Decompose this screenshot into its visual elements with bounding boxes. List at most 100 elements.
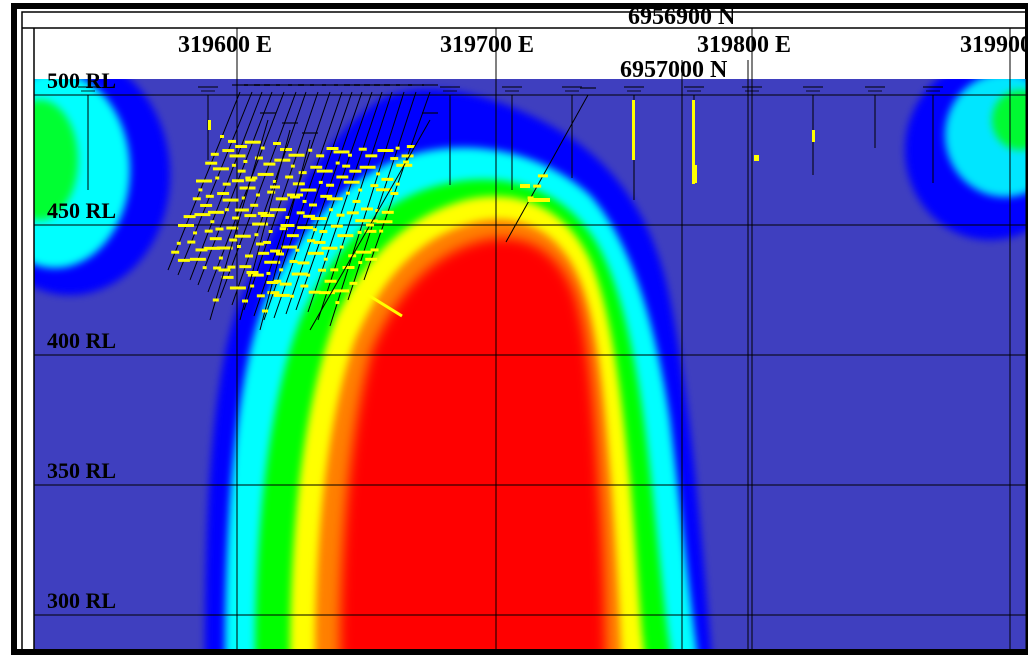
- assay-interval: [330, 224, 343, 228]
- rl-label-450: 450 RL: [47, 198, 116, 223]
- assay-interval: [333, 150, 350, 154]
- assay-interval: [307, 251, 324, 255]
- assay-interval: [335, 301, 340, 305]
- collar-label: [926, 90, 940, 92]
- assay-interval: [333, 289, 350, 293]
- assay-interval: [280, 148, 293, 152]
- assay-interval: [229, 154, 246, 158]
- collar-label: [282, 122, 298, 124]
- left-anomaly: [34, 79, 170, 295]
- assay-interval: [401, 154, 414, 158]
- assay-interval: [345, 191, 350, 195]
- assay-interval: [270, 249, 283, 253]
- assay-interval: [222, 198, 239, 202]
- drill-trace: [259, 139, 311, 331]
- assay-interval: [241, 196, 246, 200]
- assay-interval: [252, 222, 269, 226]
- assay-interval: [375, 209, 380, 213]
- assay-interval: [220, 135, 224, 138]
- assay-interval: [254, 156, 263, 160]
- collar-label: [244, 84, 260, 86]
- easting-label-319600: 319600 E: [178, 32, 272, 58]
- assay-interval: [246, 271, 259, 274]
- assay-interval: [377, 149, 394, 152]
- assay-interval: [318, 268, 327, 272]
- assay-interval: [370, 248, 379, 252]
- assay-interval: [693, 165, 697, 183]
- northing-label-6957000: 6957000 N: [620, 57, 728, 83]
- rl-labels: 500 RL 450 RL 400 RL 350 RL 300 RL: [47, 68, 116, 613]
- assay-interval: [231, 179, 244, 183]
- drill-hole: [307, 84, 390, 313]
- drill-trace: [197, 91, 273, 286]
- assay-interval: [395, 146, 400, 150]
- assay-interval: [270, 208, 287, 212]
- assay-interval: [212, 298, 219, 302]
- assay-interval: [319, 230, 328, 234]
- assay-interval: [318, 291, 335, 295]
- drill-hole: [273, 84, 360, 319]
- assay-interval: [343, 180, 360, 184]
- assay-interval: [528, 198, 550, 202]
- assay-interval: [221, 275, 234, 279]
- assay-interval: [244, 214, 257, 218]
- assay-interval: [376, 220, 393, 224]
- drill-hole: [317, 84, 400, 321]
- drill-trace: [239, 129, 291, 321]
- assay-interval: [280, 224, 295, 227]
- collar-label: [396, 84, 412, 86]
- assay-interval: [326, 147, 339, 150]
- easting-label-319900: 319900 E: [960, 32, 1028, 58]
- assay-interval: [193, 231, 198, 235]
- assay-interval: [381, 177, 394, 181]
- drill-hole: [209, 112, 276, 321]
- drill-trace: [307, 91, 383, 313]
- collar-label: [440, 86, 460, 88]
- collar-label: [334, 84, 350, 86]
- drill-hole: [259, 132, 318, 331]
- easting-label-319700: 319700 E: [440, 32, 534, 58]
- assay-interval: [358, 147, 367, 151]
- assay-interval: [336, 213, 345, 217]
- assay-interval: [369, 219, 378, 223]
- drill-hole: [309, 112, 438, 331]
- assay-interval: [364, 229, 377, 233]
- assay-interval: [328, 208, 333, 212]
- assay-interval: [358, 261, 363, 265]
- assay-interval: [290, 195, 300, 199]
- assay-interval: [256, 242, 264, 246]
- assay-interval: [355, 219, 372, 223]
- drill-hole: [329, 84, 412, 327]
- assay-interval: [318, 180, 323, 184]
- assay-interval: [204, 246, 221, 250]
- assay-interval: [215, 227, 224, 231]
- drill-hole: [239, 122, 298, 321]
- collar-label: [422, 84, 438, 86]
- assay-interval: [337, 234, 354, 238]
- assay-interval: [227, 265, 236, 269]
- assay-interval: [178, 224, 194, 227]
- assay-interval: [260, 214, 275, 217]
- drill-trace: [209, 119, 269, 321]
- assay-interval: [279, 282, 292, 286]
- assay-interval: [395, 182, 400, 186]
- assay-interval: [321, 246, 338, 250]
- assay-interval: [257, 172, 274, 176]
- drill-trace: [285, 91, 363, 315]
- assay-interval: [376, 172, 381, 176]
- assay-interval: [379, 229, 384, 233]
- assay-interval: [365, 257, 378, 261]
- collar-label: [745, 90, 759, 92]
- assay-interval: [202, 266, 207, 270]
- assay-interval: [632, 100, 635, 160]
- drill-trace: [177, 91, 253, 276]
- collar-label: [923, 86, 943, 88]
- assay-interval: [302, 199, 307, 203]
- assay-interval: [692, 100, 695, 184]
- assay-interval: [390, 157, 399, 161]
- collar-label: [687, 90, 701, 92]
- assay-interval: [213, 266, 222, 270]
- assay-interval: [189, 257, 206, 261]
- assay-interval: [275, 197, 288, 201]
